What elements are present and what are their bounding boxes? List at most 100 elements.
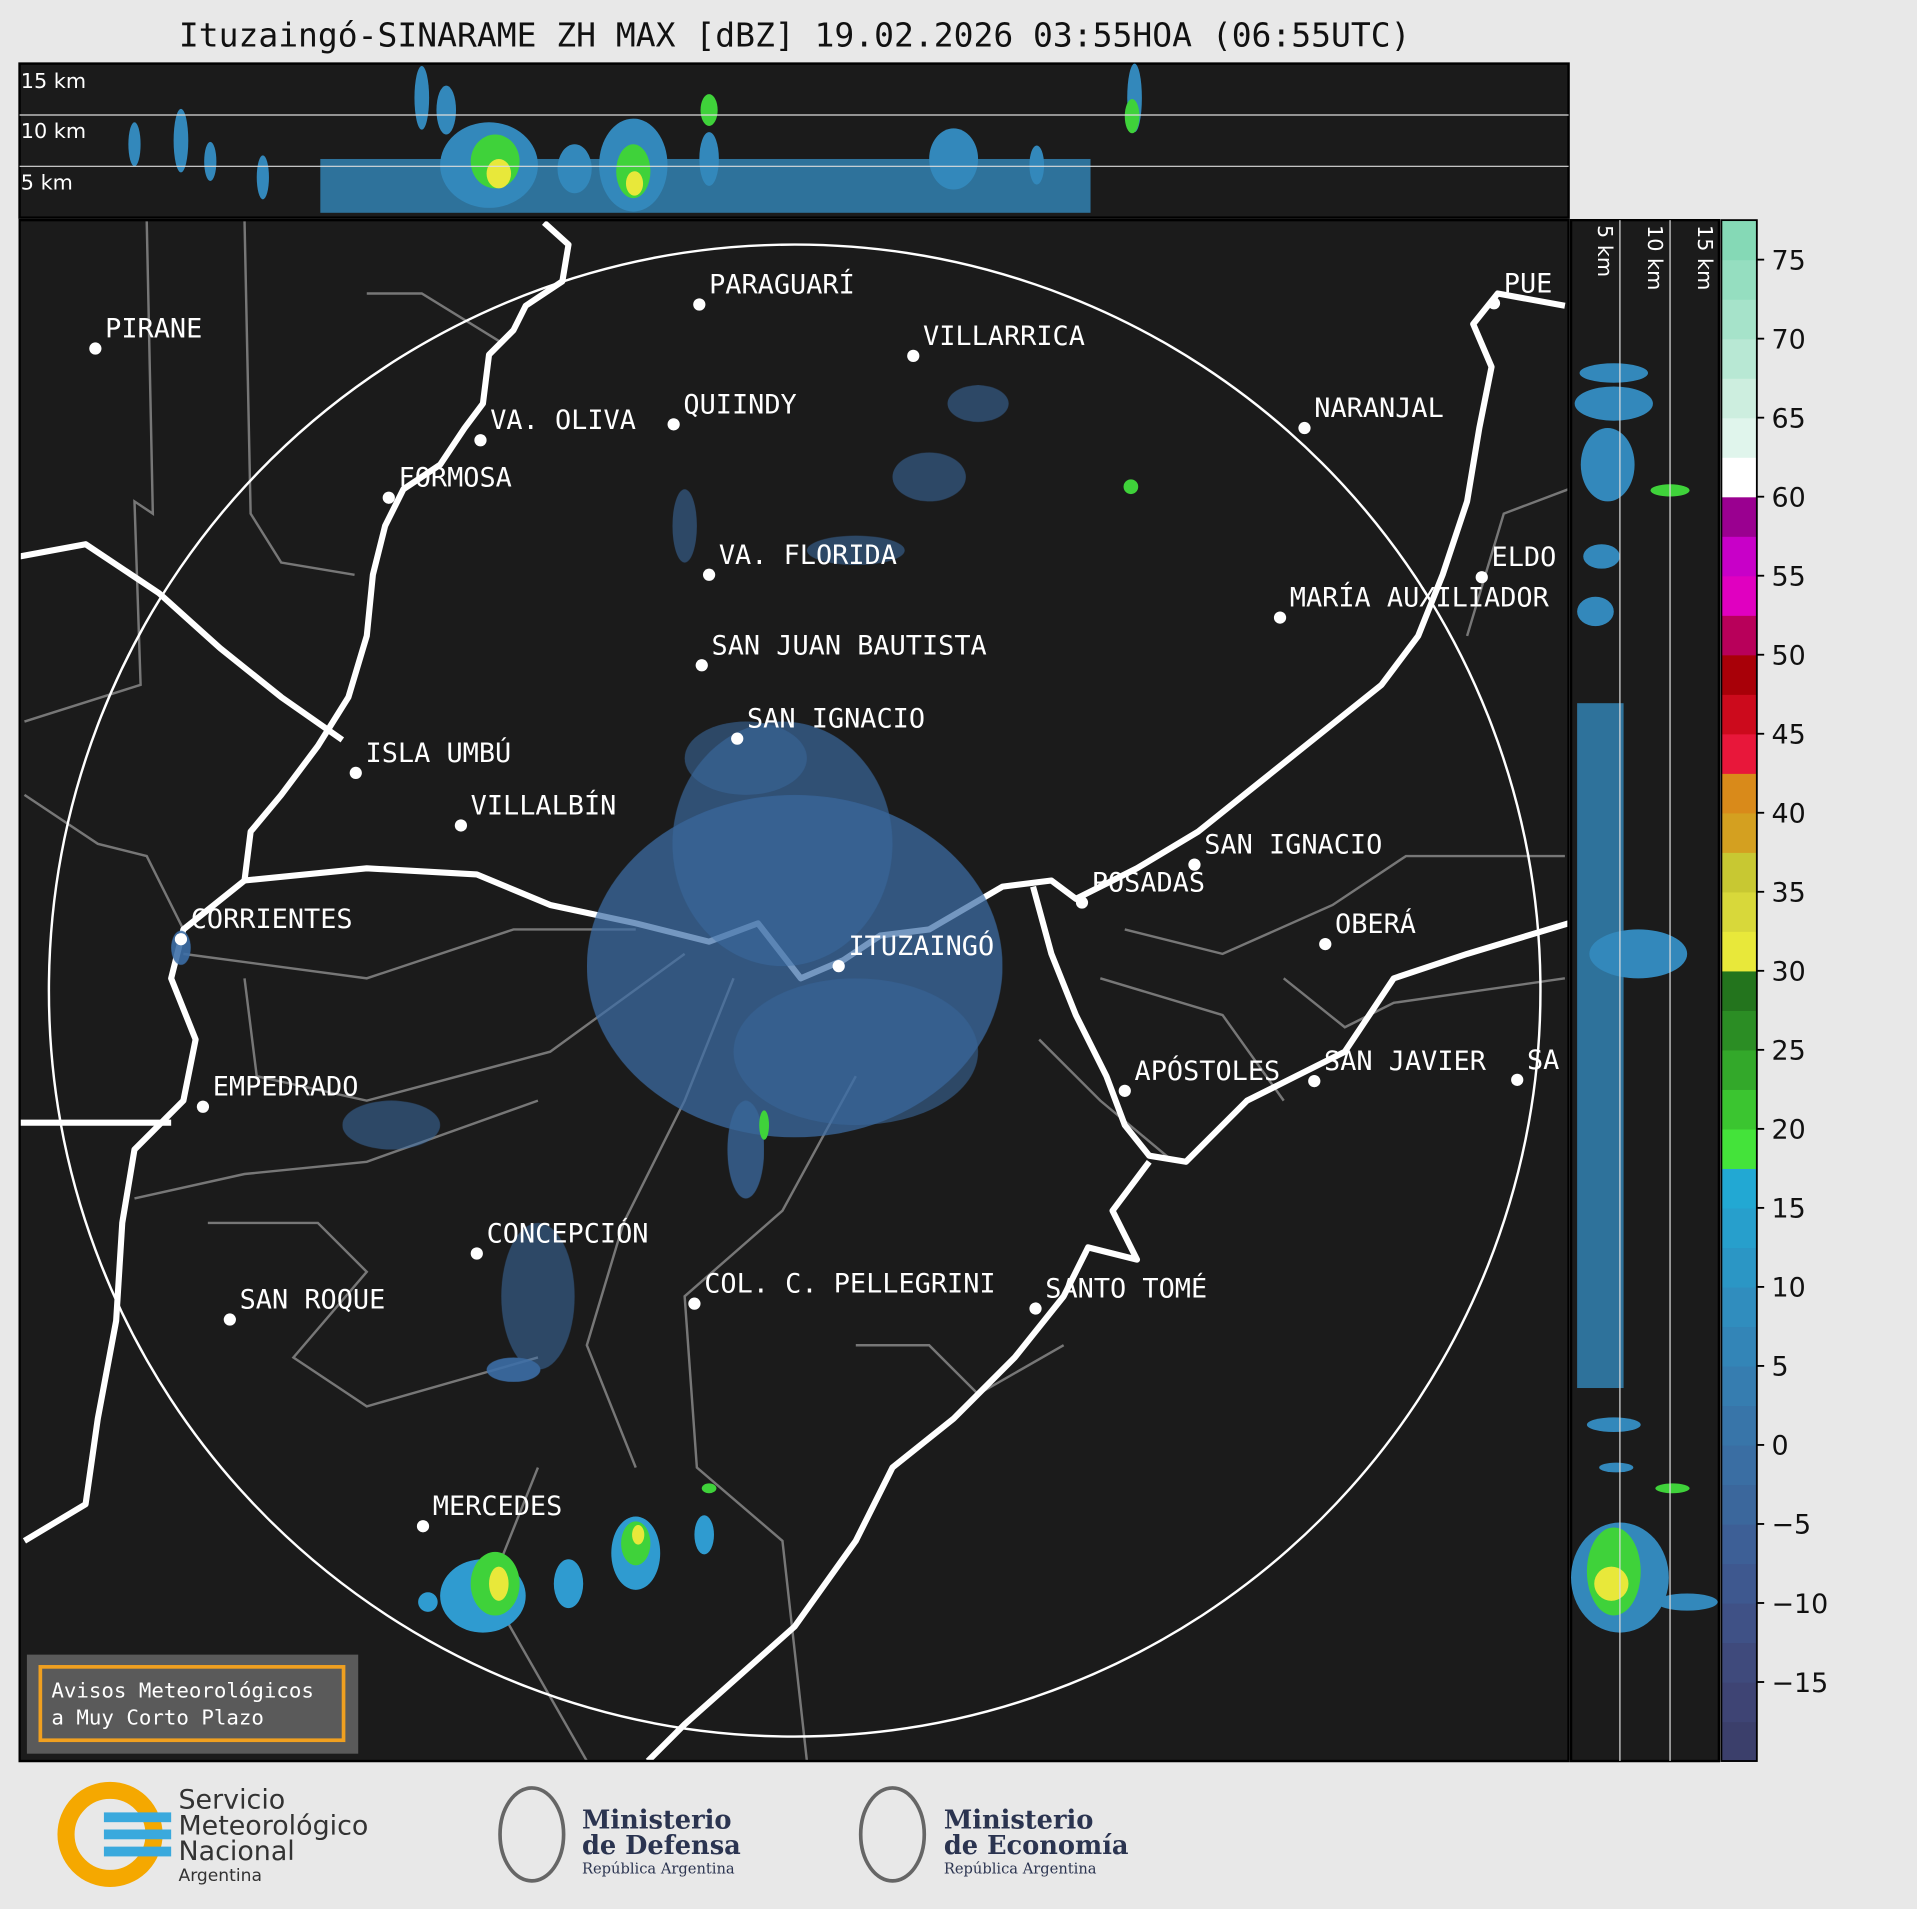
map: PIRANE PARAGUARÍ VILLARRICA QUIINDY VA. OLIV… bbox=[19, 220, 1569, 1762]
colorbar-bin bbox=[1721, 970, 1757, 1011]
city-label: PUE bbox=[1504, 268, 1553, 299]
colorbar-bin bbox=[1721, 1484, 1757, 1525]
colorbar-bin bbox=[1721, 1405, 1757, 1446]
colorbar-bin bbox=[1721, 496, 1757, 537]
colorbar-bin bbox=[1721, 1128, 1757, 1169]
city-dot bbox=[174, 933, 188, 946]
colorbar-tick-label: 40 bbox=[1772, 799, 1806, 830]
city-dot bbox=[731, 732, 744, 745]
colorbar-bin bbox=[1721, 457, 1757, 498]
logo-text: de Economía bbox=[944, 1831, 1129, 1861]
notice-box bbox=[26, 1654, 359, 1754]
colorbar-bin bbox=[1721, 378, 1757, 419]
logo-text: Ministerio bbox=[944, 1805, 1094, 1835]
colorbar-bin bbox=[1721, 1168, 1757, 1209]
city-dot bbox=[1319, 937, 1332, 951]
city-label: ELDO bbox=[1492, 542, 1557, 573]
colorbar-bin bbox=[1721, 1444, 1757, 1486]
side-panel: 5 km 10 km 15 km bbox=[1569, 218, 1721, 1763]
city-label: EMPEDRADO bbox=[213, 1072, 359, 1103]
colorbar-bin bbox=[1721, 536, 1757, 577]
city-dot bbox=[89, 342, 102, 355]
logo-text: Nacional bbox=[178, 1836, 294, 1867]
colorbar-bin bbox=[1721, 220, 1757, 261]
city-label: VA. OLIVA bbox=[490, 405, 636, 436]
city-dot bbox=[1511, 1073, 1524, 1086]
logo-economia: Ministerio de Economía República Argenti… bbox=[858, 1786, 1129, 1883]
city-label: QUIINDY bbox=[683, 389, 796, 420]
colorbar-tick-label: 30 bbox=[1772, 957, 1806, 988]
colorbar-tick-label: −15 bbox=[1772, 1668, 1829, 1699]
colorbar-bin bbox=[1721, 931, 1757, 972]
colorbar-bin bbox=[1721, 1563, 1757, 1604]
colorbar-bin bbox=[1721, 1049, 1757, 1090]
colorbar-bin bbox=[1721, 1682, 1757, 1723]
city-label: OBERÁ bbox=[1335, 908, 1416, 940]
colorbar-bin bbox=[1721, 891, 1757, 932]
city-dot bbox=[1487, 297, 1501, 310]
city-label: CORRIENTES bbox=[191, 904, 353, 935]
colorbar-tick-label: 70 bbox=[1772, 324, 1806, 355]
city-label: VA. FLORIDA bbox=[719, 540, 897, 571]
logo-text: República Argentina bbox=[944, 1861, 1097, 1878]
colorbar-tick-label: 45 bbox=[1772, 720, 1806, 751]
city-dot bbox=[196, 1100, 210, 1113]
colorbar-bin bbox=[1721, 694, 1757, 735]
colorbar-bin bbox=[1721, 299, 1757, 340]
level-label: 15 km bbox=[1693, 225, 1717, 290]
level-label: 10 km bbox=[1643, 225, 1667, 290]
logo-text: Meteorológico bbox=[178, 1810, 368, 1841]
colorbar-bin bbox=[1721, 615, 1757, 656]
colorbar-tick-label: 10 bbox=[1772, 1273, 1806, 1304]
colorbar-tick-label: −5 bbox=[1772, 1510, 1812, 1541]
city-label: COL. C. PELLEGRINI bbox=[704, 1269, 995, 1300]
colorbar-tick-label: 60 bbox=[1772, 482, 1806, 513]
city-dot bbox=[454, 819, 468, 832]
logo-text: Ministerio bbox=[582, 1805, 732, 1835]
city-dot bbox=[1118, 1084, 1131, 1097]
city-dot bbox=[349, 766, 362, 780]
city-label: SAN JUAN BAUTISTA bbox=[712, 630, 987, 661]
colorbar-bin bbox=[1721, 1010, 1757, 1051]
colorbar-bin bbox=[1721, 575, 1757, 616]
logo-smn: Servicio Meteorológico Nacional Argentin… bbox=[57, 1781, 368, 1887]
colorbar-bin bbox=[1721, 852, 1757, 893]
level-label: 10 km bbox=[21, 119, 86, 143]
city-dot bbox=[693, 298, 706, 311]
colorbar-bin bbox=[1721, 259, 1757, 300]
city-label: VILLALBÍN bbox=[471, 789, 617, 821]
colorbar-bin bbox=[1721, 773, 1757, 814]
colorbar-tick-label: 5 bbox=[1772, 1352, 1789, 1383]
city-label: SAN IGNACIO bbox=[747, 704, 925, 735]
city-label: MERCEDES bbox=[433, 1491, 563, 1522]
city-label: APÓSTOLES bbox=[1135, 1055, 1281, 1087]
logo-text: Servicio bbox=[178, 1785, 285, 1816]
colorbar-tick-label: 35 bbox=[1772, 878, 1806, 909]
city-dot bbox=[382, 491, 395, 504]
colorbar-tick-label: 55 bbox=[1772, 561, 1806, 592]
colorbar-tick-label: 25 bbox=[1772, 1036, 1806, 1067]
city-dot bbox=[1075, 896, 1089, 909]
logo-text: de Defensa bbox=[582, 1831, 741, 1861]
city-dot bbox=[667, 418, 680, 431]
city-label: POSADAS bbox=[1092, 868, 1205, 899]
city-dot bbox=[688, 1297, 701, 1310]
colorbar-bin bbox=[1721, 1365, 1757, 1407]
logo-text: República Argentina bbox=[582, 1861, 735, 1878]
city-label: SA bbox=[1527, 1045, 1559, 1076]
city-dot bbox=[1298, 421, 1311, 435]
city-dot bbox=[1029, 1302, 1042, 1315]
city-label: VILLARRICA bbox=[923, 321, 1085, 352]
colorbar-bin bbox=[1721, 733, 1757, 774]
colorbar-bin bbox=[1721, 1721, 1757, 1762]
colorbar-bin bbox=[1721, 654, 1757, 695]
colorbar-tick-label: 0 bbox=[1772, 1431, 1789, 1462]
colorbar-bin bbox=[1721, 812, 1757, 853]
city-label: FORMOSA bbox=[399, 463, 512, 494]
colorbar-bin bbox=[1721, 417, 1757, 458]
city-layer: PIRANE PARAGUARÍ VILLARRICA QUIINDY VA. OLIV… bbox=[89, 268, 1559, 1533]
city-label: ISLA UMBÚ bbox=[366, 737, 512, 769]
